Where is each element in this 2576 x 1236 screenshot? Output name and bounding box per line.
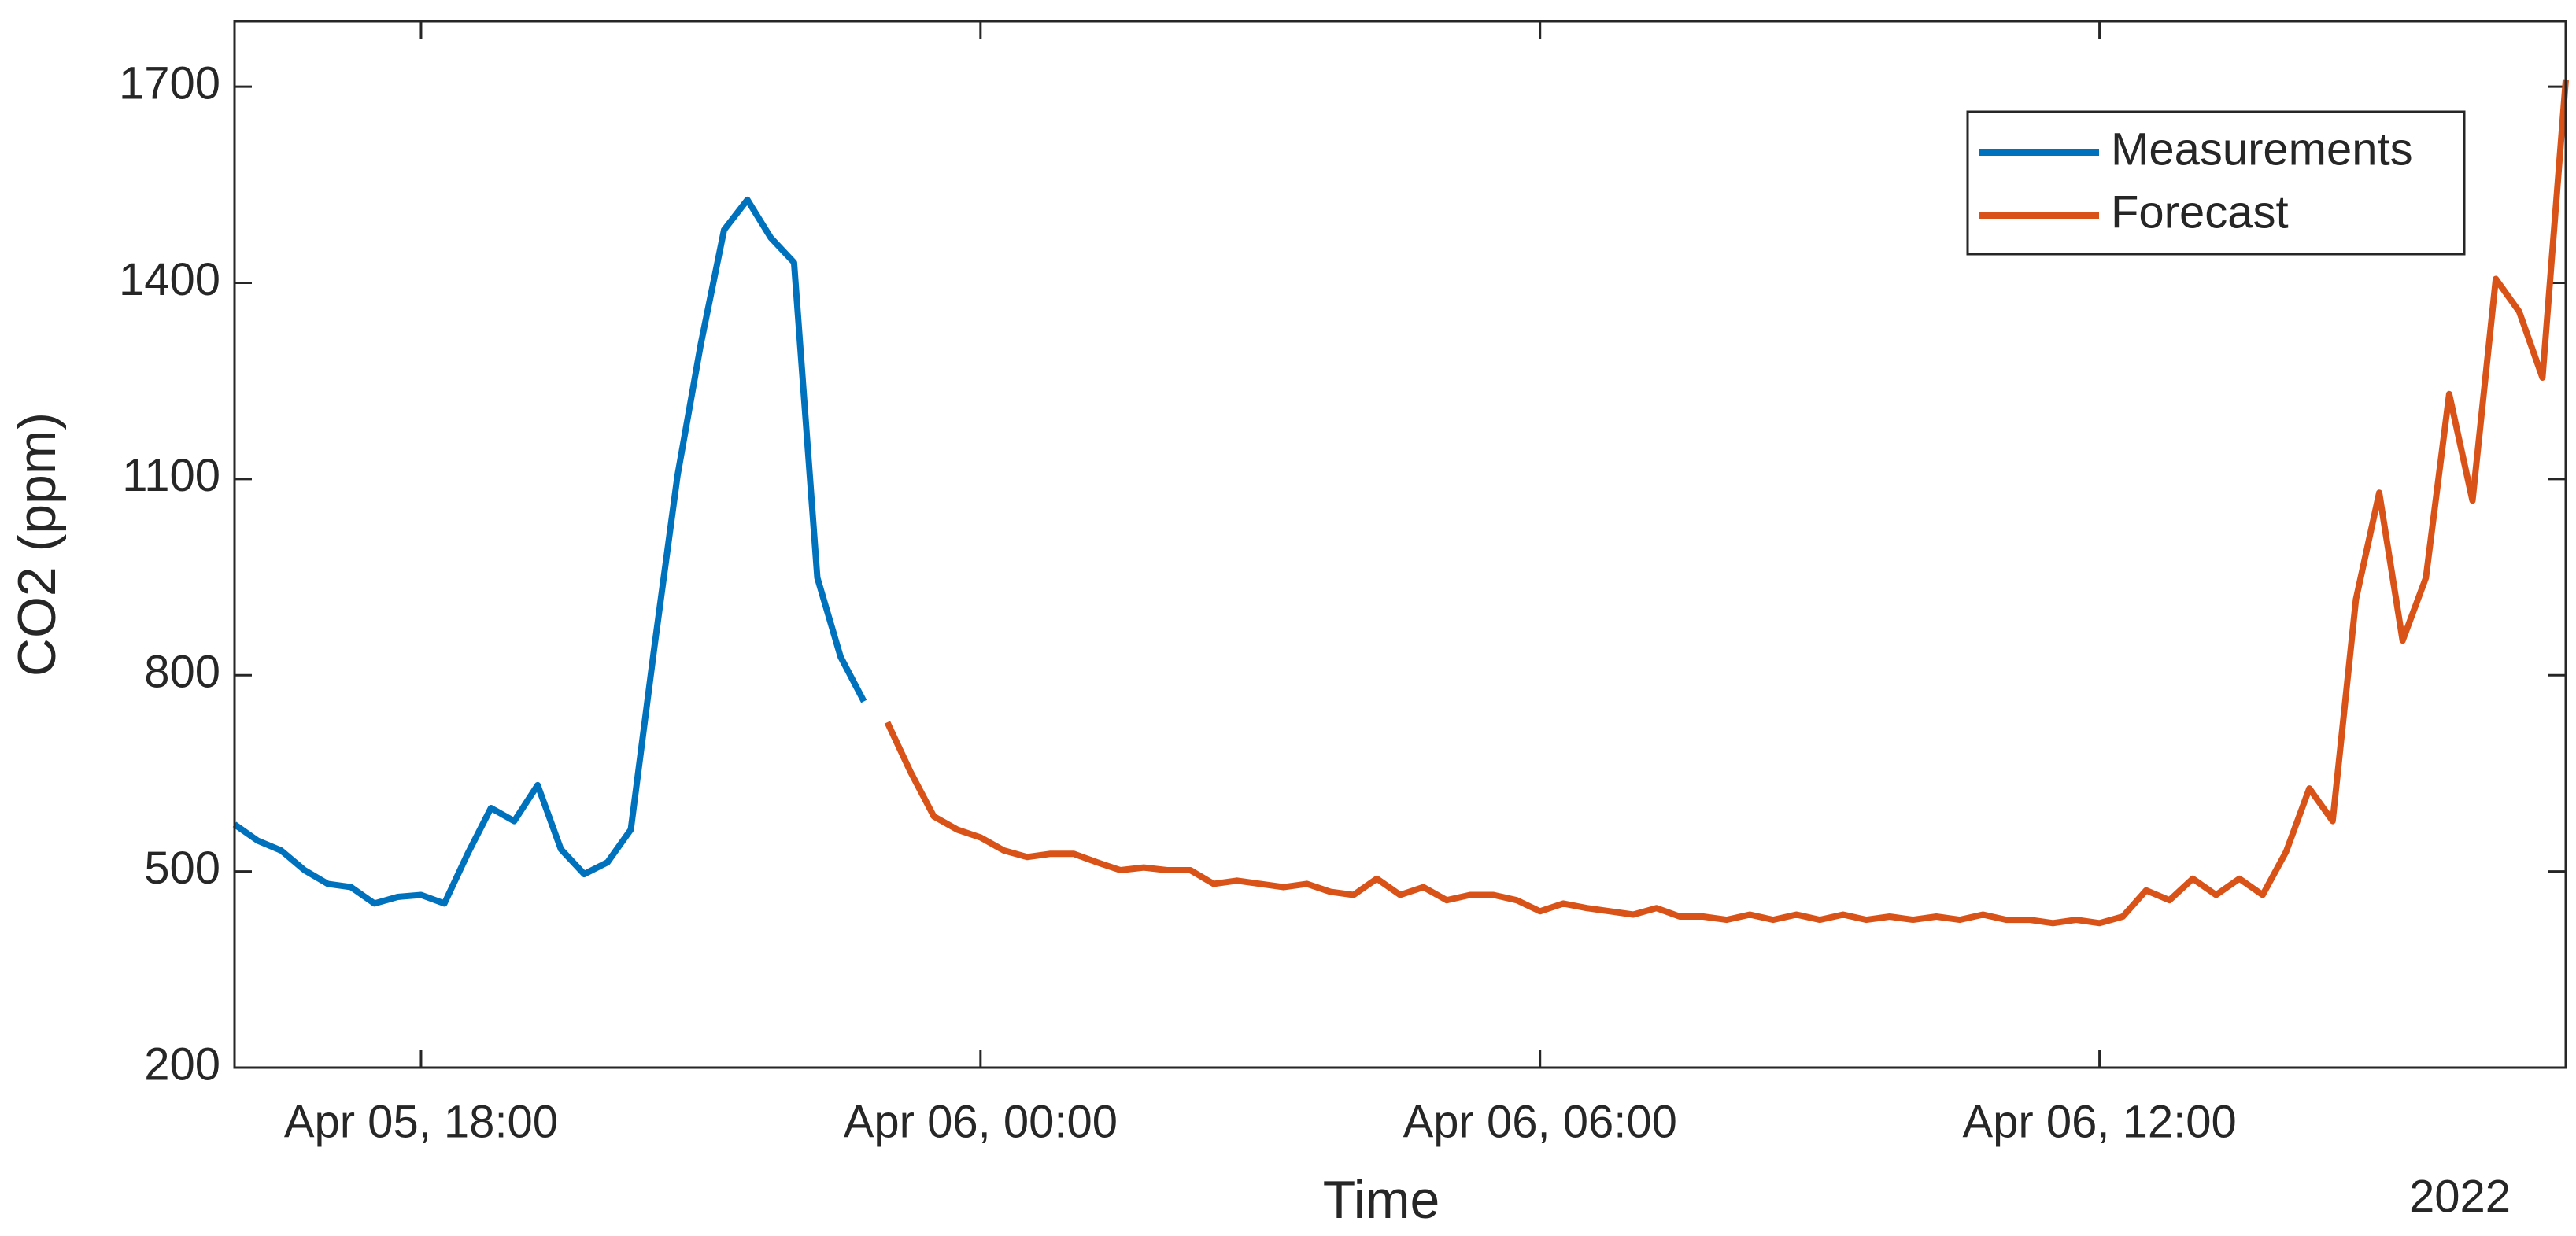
x-axis-label: Time [1323,1170,1440,1230]
legend-label: Measurements [2111,124,2413,175]
legend-label: Forecast [2111,186,2289,238]
x-tick-label: Apr 06, 00:00 [844,1096,1118,1147]
y-tick-label: 800 [144,647,220,698]
y-tick-label: 200 [144,1039,220,1090]
data-line [884,79,2569,927]
x-secondary-label: 2022 [2409,1171,2511,1222]
y-tick-label: 1100 [122,450,220,501]
y-tick-label: 1400 [119,254,220,305]
y-axis-label: CO2 (ppm) [7,412,67,677]
x-tick-label: Apr 06, 06:00 [1403,1096,1677,1147]
data-line [232,196,867,907]
y-tick-label: 500 [144,843,220,894]
x-tick-label: Apr 06, 12:00 [1962,1096,2236,1147]
y-tick-label: 1700 [119,57,220,109]
x-tick-label: Apr 05, 18:00 [284,1096,558,1147]
legend-box [1966,110,2466,256]
plot-frame [233,20,2567,1069]
